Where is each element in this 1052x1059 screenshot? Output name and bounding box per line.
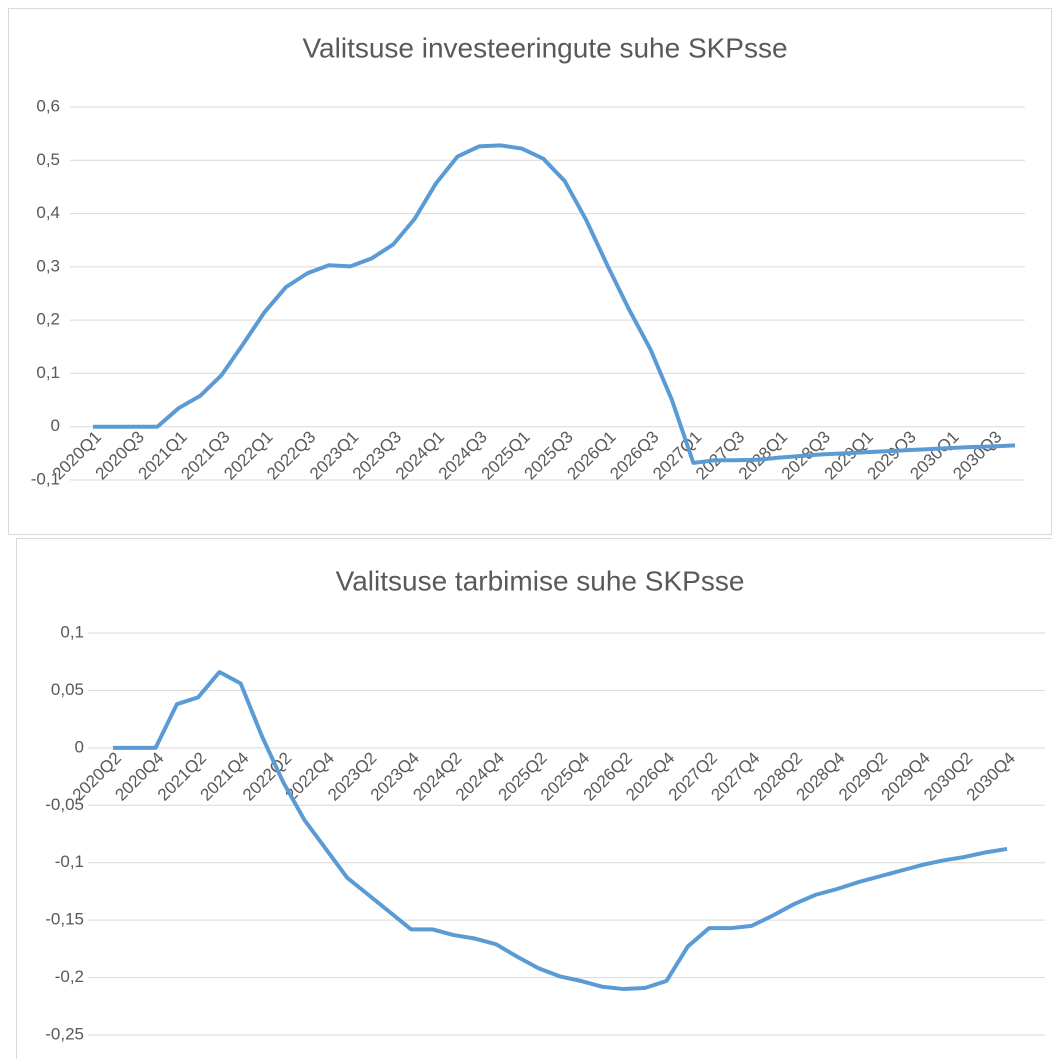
y-tick-label: 0,3 — [36, 256, 60, 275]
y-tick-label: 0 — [75, 737, 84, 756]
y-tick-label: 0,1 — [36, 363, 60, 382]
chart-frame — [8, 8, 1052, 535]
y-tick-label: 0,05 — [51, 680, 84, 699]
chart-title: Valitsuse investeeringute suhe SKPsse — [302, 32, 787, 63]
y-tick-label: 0 — [51, 416, 60, 435]
y-tick-label: -0,2 — [55, 967, 84, 986]
line — [93, 143, 1016, 465]
line — [113, 670, 1008, 992]
y-tick-label: 0,1 — [60, 622, 84, 641]
y-tick-label: 0,2 — [36, 310, 60, 329]
chart-title: Valitsuse tarbimise suhe SKPsse — [336, 565, 745, 596]
y-tick-label: -0,05 — [45, 795, 84, 814]
y-tick-label: -0,25 — [45, 1024, 84, 1043]
y-tick-label: 0,6 — [36, 96, 60, 115]
y-tick-label: -0,1 — [31, 469, 60, 488]
chart-frame — [16, 538, 1052, 1059]
y-tick-label: 0,5 — [36, 150, 60, 169]
y-tick-label: -0,1 — [55, 852, 84, 871]
y-tick-label: -0,15 — [45, 910, 84, 929]
y-tick-label: 0,4 — [36, 203, 60, 222]
